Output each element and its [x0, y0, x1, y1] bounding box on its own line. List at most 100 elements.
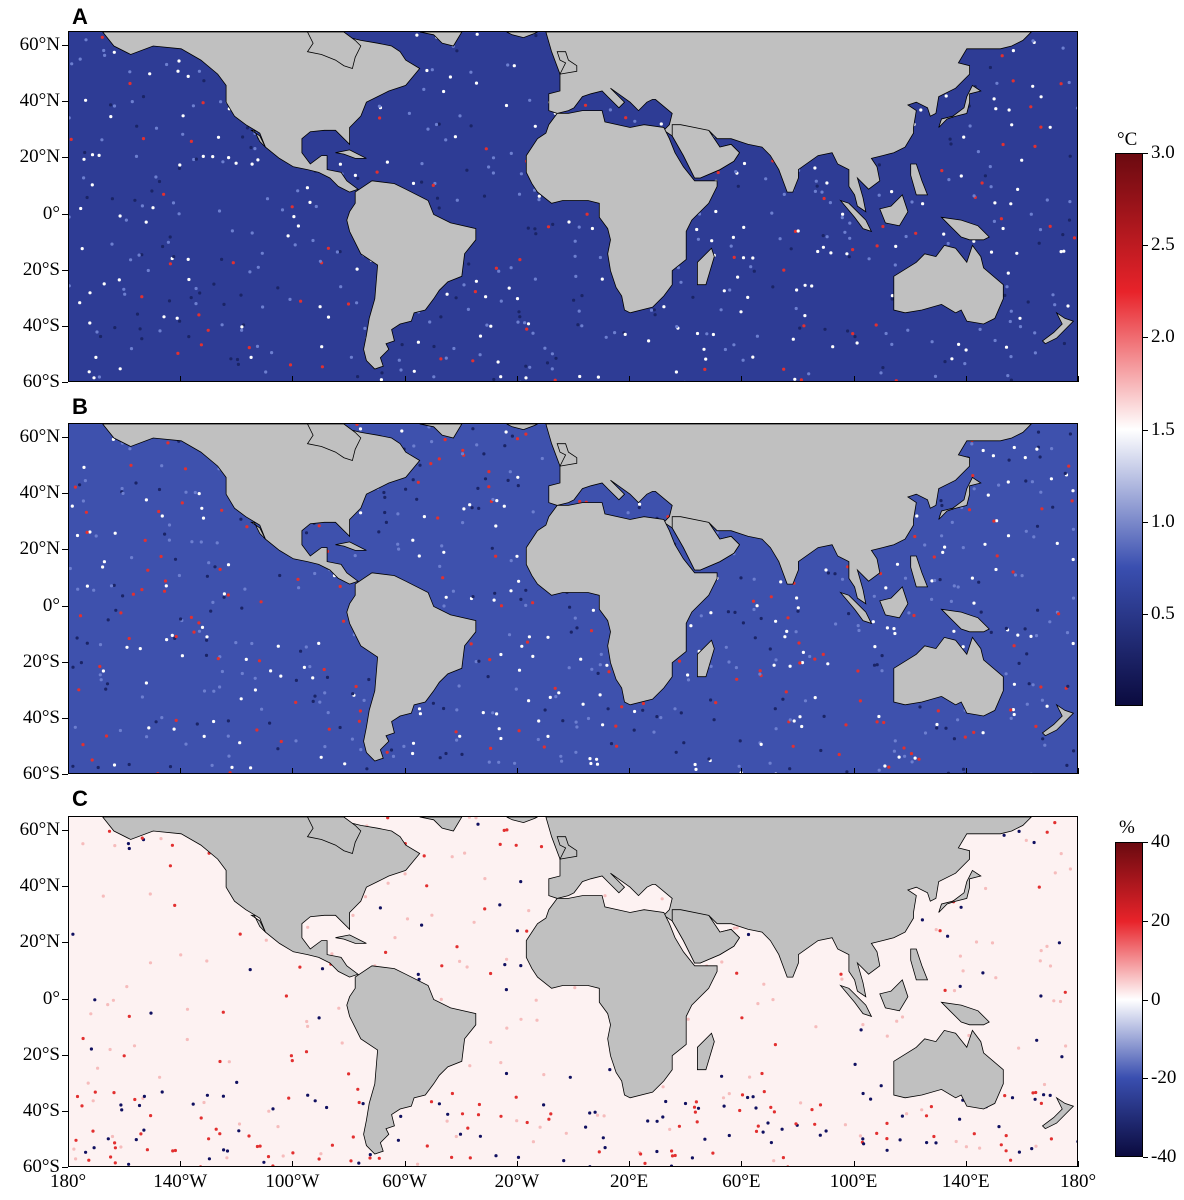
land-newguinea [940, 608, 990, 633]
lon-tick-mark [404, 768, 406, 774]
land-nz [1041, 311, 1075, 345]
map-panelC [69, 817, 1077, 1166]
lon-tick-mark [516, 376, 518, 382]
lon-tick-label: 60°E [722, 1171, 761, 1192]
land-arabia [671, 909, 741, 964]
land-iceland [506, 424, 538, 431]
colorbar-tick-label: -40 [1151, 1146, 1177, 1167]
land-uk [556, 836, 578, 860]
land-hudsonNE [306, 32, 362, 70]
lat-tick-label: 60°S [22, 1156, 60, 1177]
colorbar-tick-mark [1143, 842, 1148, 843]
lon-tick-mark [292, 768, 294, 774]
lat-tick-label: 40°S [22, 314, 60, 336]
land-africa [525, 502, 718, 706]
land-borneo [879, 979, 909, 1012]
lon-tick-mark [292, 1161, 294, 1167]
land-australia [893, 1029, 1004, 1110]
lat-tick-mark [62, 269, 68, 271]
lat-tick-label: 0° [42, 594, 60, 616]
lon-tick-label: 180° [49, 1171, 87, 1192]
lat-tick-mark [62, 213, 68, 215]
land-borneo [879, 586, 909, 619]
map-panel-c [68, 816, 1078, 1167]
land-sumatra [839, 199, 873, 233]
lat-tick-label: 20°N [19, 538, 60, 560]
land-philippines [910, 163, 929, 196]
land-iceland [506, 32, 538, 39]
lat-tick-label: 40°N [19, 90, 60, 112]
lat-tick-mark [62, 1110, 68, 1112]
lat-tick-mark [62, 493, 68, 495]
colorbar-tick-label: 2.5 [1151, 234, 1175, 256]
lat-tick-mark [62, 1054, 68, 1056]
map-panel-a [68, 31, 1078, 382]
map-panel-b [68, 423, 1078, 774]
colorbar-tick-mark [1143, 429, 1148, 431]
land-madagascar [697, 1032, 715, 1071]
lon-tick-mark [629, 768, 631, 774]
lon-tick-mark [1078, 768, 1079, 774]
land-eurasia [545, 32, 1032, 213]
lon-tick-mark [180, 768, 182, 774]
land-southamerica [346, 180, 477, 370]
land-madpen [250, 521, 266, 540]
land-sumatra [839, 984, 873, 1018]
colorbar-tick-label: 20 [1151, 909, 1170, 931]
land-uk [556, 51, 578, 75]
colorbar-temperature [1115, 153, 1143, 706]
land-madagascar [697, 247, 715, 286]
lon-tick-label: 140°E [941, 1171, 990, 1192]
lat-tick-mark [62, 605, 68, 607]
lon-tick-mark [404, 1161, 406, 1167]
lat-tick-label: 20°N [19, 146, 60, 168]
lon-tick-mark [741, 1161, 743, 1167]
lon-tick-mark [965, 1161, 967, 1167]
colorbar-tick-label: 3.0 [1151, 142, 1175, 163]
panel-label-a: A [72, 4, 88, 29]
colorbar-tick-label: 1.0 [1151, 510, 1175, 532]
land-japan [938, 869, 982, 913]
lat-tick-mark [62, 437, 68, 439]
lat-tick-label: 40°N [19, 875, 60, 897]
lat-tick-label: 40°N [19, 482, 60, 504]
land-africa [525, 895, 718, 1099]
lon-tick-label: 140°W [153, 1171, 208, 1192]
land-newguinea [940, 1001, 990, 1026]
colorbar-percent [1115, 842, 1143, 1157]
land-philippines [910, 555, 929, 588]
lat-tick-mark [62, 325, 68, 327]
colorbar-temperature-unit: °C [1117, 129, 1138, 150]
colorbar-percent-unit: % [1119, 817, 1135, 838]
panel-label-c: C [72, 786, 88, 811]
lat-tick-mark [62, 549, 68, 551]
colorbar-tick-mark [1143, 245, 1148, 247]
land-arabia [671, 516, 741, 571]
land-greenland [419, 424, 463, 439]
lon-tick-label: 20°E [610, 1171, 649, 1192]
lon-tick-mark [292, 376, 294, 382]
lon-tick-label: 180° [1059, 1171, 1097, 1192]
lat-tick-mark [62, 157, 68, 159]
lon-tick-mark [1078, 1161, 1079, 1167]
colorbar-tick-mark [1143, 153, 1148, 154]
lon-tick-mark [629, 376, 631, 382]
colorbar-tick-mark [1143, 1078, 1148, 1080]
colorbar-tick-label: -20 [1151, 1067, 1177, 1089]
land-northamerica [102, 32, 421, 193]
lon-tick-mark [68, 768, 69, 774]
lon-tick-mark [965, 768, 967, 774]
land-greenland [419, 817, 463, 832]
lat-tick-label: 40°S [22, 706, 60, 728]
lon-tick-mark [741, 376, 743, 382]
land-cuba [335, 541, 367, 551]
land-hudsonNE [306, 424, 362, 462]
lon-tick-mark [741, 768, 743, 774]
lon-tick-mark [516, 768, 518, 774]
lat-tick-label: 60°S [22, 371, 60, 392]
colorbar-tick-label: 0.5 [1151, 602, 1175, 624]
land-australia [893, 636, 1004, 717]
lat-tick-label: 20°S [22, 258, 60, 280]
colorbar-tick-mark [1143, 337, 1148, 339]
lat-tick-mark [62, 382, 68, 383]
